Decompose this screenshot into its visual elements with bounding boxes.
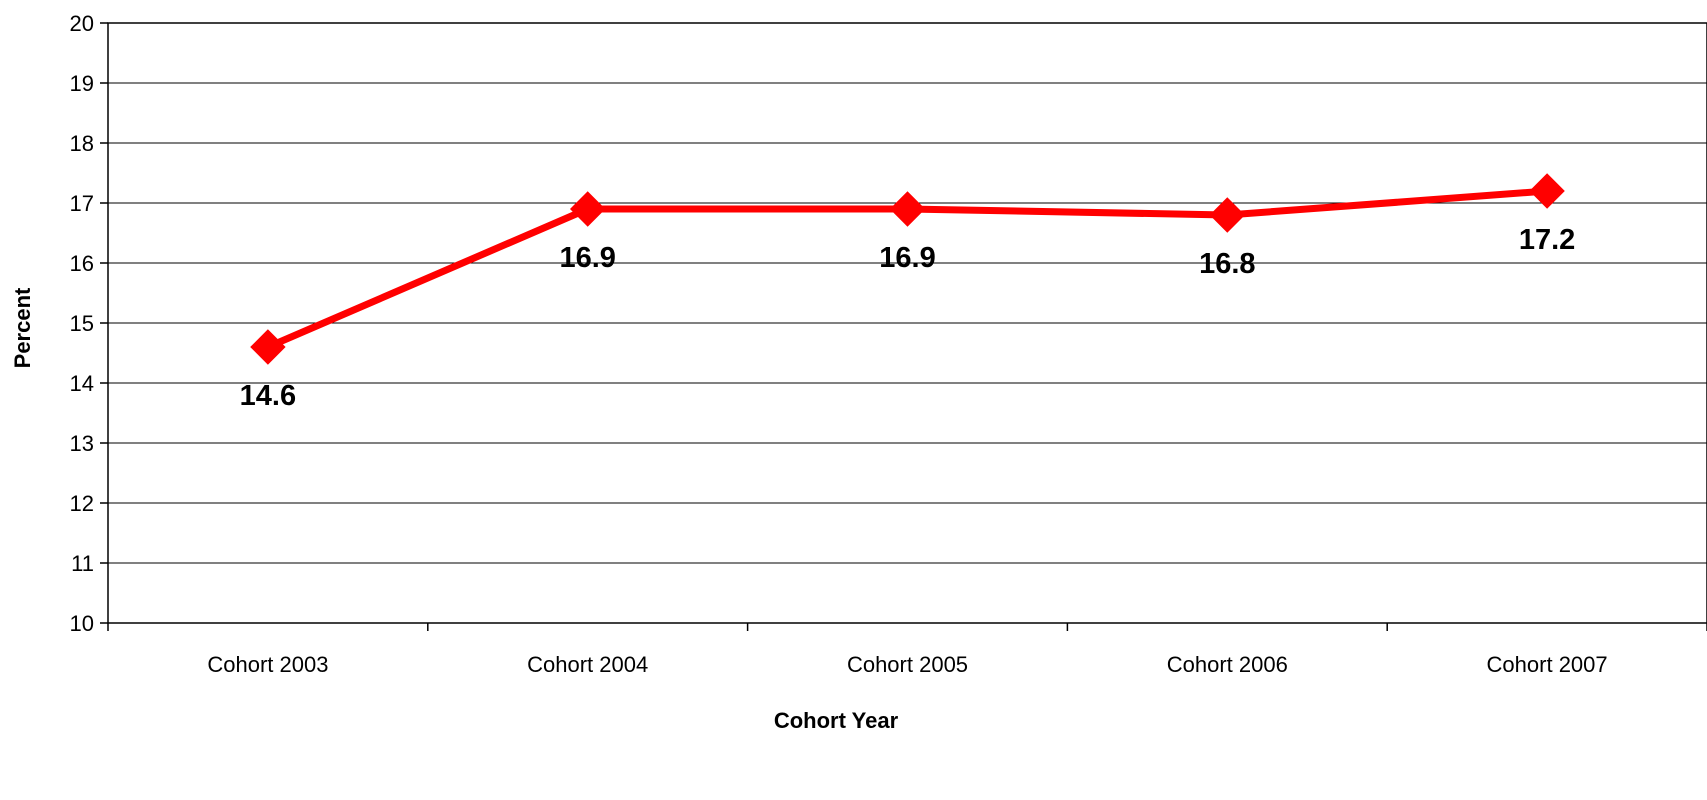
data-point-marker (250, 329, 286, 365)
x-tick-label: Cohort 2004 (527, 652, 648, 677)
data-label: 17.2 (1519, 224, 1575, 256)
data-point-marker (1209, 197, 1246, 233)
y-axis: 10 11 12 13 14 15 16 17 18 19 20 (70, 11, 108, 636)
y-tick-label: 16 (70, 251, 94, 276)
data-label: 16.9 (879, 242, 935, 274)
y-tick-label: 10 (70, 611, 94, 636)
y-axis-title: Percent (10, 287, 35, 368)
gridlines (108, 22, 1707, 624)
x-tick-label: Cohort 2003 (207, 652, 328, 677)
y-tick-label: 13 (70, 431, 94, 456)
data-point-marker (1529, 173, 1565, 209)
y-tick-label: 18 (70, 131, 94, 156)
data-labels: 14.6 16.9 16.9 16.8 17.2 (240, 224, 1576, 412)
data-point-marker (569, 191, 606, 227)
series-layer (250, 173, 1565, 365)
y-tick-label: 17 (70, 191, 94, 216)
y-tick-label: 14 (70, 371, 94, 396)
data-point-marker (889, 191, 926, 227)
y-tick-label: 20 (70, 11, 94, 36)
y-tick-label: 15 (70, 311, 94, 336)
data-label: 14.6 (240, 380, 296, 412)
y-tick-label: 19 (70, 71, 94, 96)
x-tick-label: Cohort 2006 (1167, 652, 1288, 677)
y-tick-label: 11 (71, 551, 94, 576)
x-tick-label: Cohort 2005 (847, 652, 968, 677)
x-axis-title: Cohort Year (774, 708, 899, 733)
y-tick-label: 12 (70, 491, 94, 516)
x-tick-label: Cohort 2007 (1487, 652, 1608, 677)
data-label: 16.9 (559, 242, 615, 274)
x-axis: Cohort 2003 Cohort 2004 Cohort 2005 Cohort … (107, 623, 1707, 677)
data-label: 16.8 (1199, 248, 1255, 280)
